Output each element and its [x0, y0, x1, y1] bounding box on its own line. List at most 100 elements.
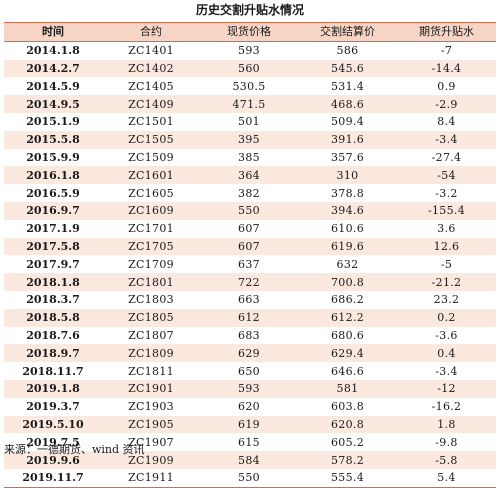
table-row: 2018.1.8 ZC1801 722 700.8 -21.2	[4, 273, 496, 291]
cell-spot-price: 550	[200, 468, 298, 488]
cell-basis: 23.2	[433, 293, 460, 307]
cell-time: 2015.9.9	[26, 150, 80, 164]
cell-settlement-price: 581	[298, 379, 397, 398]
cell-spot-price: 637	[238, 257, 260, 271]
cell-basis: -14.4	[397, 59, 496, 78]
cell-spot-price: 593	[238, 44, 260, 58]
cell-contract: ZC1402	[102, 59, 200, 78]
table-row: 2014.1.8 ZC1401 593 586 -7	[4, 41, 496, 59]
table-body: 2014.1.8 ZC1401 593 586 -7 2014.2.7 ZC1402 560 5…	[4, 41, 496, 488]
cell-contract: ZC1911	[102, 468, 200, 488]
table-row: 2014.2.7 ZC1402 560 545.6 -14.4	[4, 59, 496, 78]
cell-basis: 5.4	[397, 468, 496, 488]
cell-time: 2016.9.7	[4, 201, 102, 220]
table-row: 2018.9.7 ZC1809 629 629.4 0.4	[4, 344, 496, 363]
cell-basis: 3.6	[437, 222, 456, 236]
cell-settlement-price: 605.2	[331, 435, 364, 449]
cell-contract: ZC1809	[102, 344, 200, 363]
cell-contract: ZC1501	[128, 115, 174, 129]
header-settlement-price: 交割结算价	[298, 22, 397, 42]
header-basis: 期货升贴水	[397, 22, 496, 42]
cell-settlement-price: 700.8	[298, 273, 397, 291]
table-row: 2017.1.9 ZC1701 607 610.6 3.6	[4, 220, 496, 238]
cell-time: 2019.11.7	[4, 468, 102, 488]
cell-contract: ZC1701	[128, 222, 174, 236]
cell-basis: -3.4	[435, 364, 458, 378]
cell-spot-price: 663	[238, 293, 260, 307]
cell-time: 2018.9.7	[4, 344, 102, 363]
cell-settlement-price: 578.2	[298, 451, 397, 469]
cell-spot-price: 593	[200, 379, 298, 398]
cell-spot-price: 619	[200, 415, 298, 434]
table-row: 2014.9.5 ZC1409 471.5 468.6 -2.9	[4, 95, 496, 113]
cell-spot-price: 501	[238, 115, 260, 129]
cell-spot-price: 584	[200, 451, 298, 469]
cell-basis: -12	[397, 379, 496, 398]
cell-contract: ZC1509	[128, 150, 174, 164]
cell-contract: ZC1709	[128, 257, 174, 271]
cell-contract: ZC1505	[102, 130, 200, 149]
cell-time: 2018.3.7	[26, 293, 80, 307]
table-row: 2019.5.10 ZC1905 619 620.8 1.8	[4, 415, 496, 434]
cell-time: 2018.5.8	[4, 308, 102, 327]
cell-contract: ZC1409	[102, 95, 200, 113]
table-row: 2016.5.9 ZC1605 382 378.8 -3.2	[4, 184, 496, 202]
cell-spot-price: 560	[200, 59, 298, 78]
cell-time: 2015.5.8	[4, 130, 102, 149]
cell-time: 2014.2.7	[4, 59, 102, 78]
cell-spot-price: 385	[238, 150, 260, 164]
cell-settlement-price: 357.6	[331, 150, 364, 164]
table-row: 2019.7.5 ZC1907 615 605.2 -9.8	[4, 433, 496, 451]
cell-contract: ZC1405	[128, 79, 174, 93]
cell-settlement-price: 555.4	[298, 468, 397, 488]
cell-contract: ZC1601	[102, 166, 200, 185]
table-row: 2018.11.7 ZC1811 650 646.6 -3.4	[4, 362, 496, 380]
cell-spot-price: 382	[238, 186, 260, 200]
cell-settlement-price: 586	[336, 44, 359, 58]
cell-settlement-price: 378.8	[331, 186, 364, 200]
cell-basis: -9.8	[435, 435, 458, 449]
cell-settlement-price: 632	[336, 257, 359, 271]
cell-spot-price: 530.5	[232, 79, 266, 93]
cell-basis: -21.2	[397, 273, 496, 291]
cell-time: 2019.5.10	[4, 415, 102, 434]
cell-contract: ZC1803	[128, 293, 174, 307]
cell-spot-price: 607	[238, 222, 260, 236]
cell-basis: 12.6	[397, 237, 496, 256]
source-note: 来源：一德期货、wind 资讯	[4, 443, 145, 456]
table-row: 2015.5.8 ZC1505 395 391.6 -3.4	[4, 130, 496, 149]
table-row: 2019.1.8 ZC1901 593 581 -12	[4, 379, 496, 398]
table-row: 2015.9.9 ZC1509 385 357.6 -27.4	[4, 149, 496, 167]
table-row: 2018.7.6 ZC1807 683 680.6 -3.6	[4, 327, 496, 345]
cell-basis: -5	[440, 257, 453, 271]
table-row: 2017.5.8 ZC1705 607 619.6 12.6	[4, 237, 496, 256]
cell-basis: 0.9	[437, 79, 456, 93]
cell-spot-price: 629	[200, 344, 298, 363]
cell-settlement-price: 620.8	[298, 415, 397, 434]
cell-contract: ZC1905	[102, 415, 200, 434]
cell-contract: ZC1401	[128, 44, 174, 58]
table-row: 2019.11.7 ZC1911 550 555.4 5.4	[4, 468, 496, 488]
cell-time: 2015.1.9	[26, 115, 80, 129]
table-row: 2014.5.9 ZC1405 530.5 531.4 0.9	[4, 77, 496, 95]
table-title: 历史交割升贴水情况	[195, 3, 304, 17]
cell-settlement-price: 545.6	[298, 59, 397, 78]
cell-settlement-price: 686.2	[331, 293, 364, 307]
cell-basis: -16.2	[431, 400, 462, 414]
cell-contract: ZC1609	[102, 201, 200, 220]
table-row: 2018.5.8 ZC1805 612 612.2 0.2	[4, 308, 496, 327]
cell-contract: ZC1605	[128, 186, 174, 200]
cell-contract: ZC1807	[128, 328, 174, 342]
cell-contract: ZC1811	[128, 364, 174, 378]
cell-settlement-price: 610.6	[331, 222, 364, 236]
header-contract: 合约	[102, 22, 200, 42]
cell-basis: -155.4	[397, 201, 496, 220]
cell-time: 2016.1.8	[4, 166, 102, 185]
cell-basis: 0.4	[397, 344, 496, 363]
table-row: 2019.3.7 ZC1903 620 603.8 -16.2	[4, 398, 496, 416]
cell-contract: ZC1805	[102, 308, 200, 327]
cell-contract: ZC1901	[102, 379, 200, 398]
cell-basis: -3.6	[435, 328, 458, 342]
table-row: 2016.9.7 ZC1609 550 394.6 -155.4	[4, 201, 496, 220]
cell-basis: 0.2	[397, 308, 496, 327]
